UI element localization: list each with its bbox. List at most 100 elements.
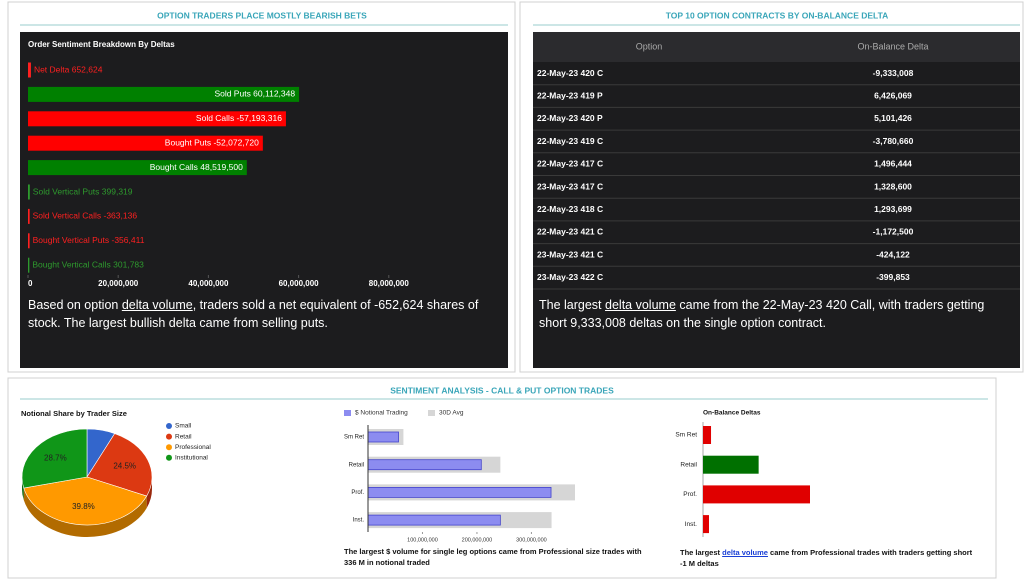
x-tick-label: 0 <box>28 279 33 288</box>
y-tick-label: Prof. <box>683 491 697 498</box>
cell: -424,122 <box>876 249 910 259</box>
bar <box>28 62 31 78</box>
cell: 1,328,600 <box>874 181 912 191</box>
legend-swatch <box>166 454 172 461</box>
bar <box>28 160 247 176</box>
cell: -9,333,008 <box>873 68 914 78</box>
cell: -1,172,500 <box>873 227 914 237</box>
bar <box>367 486 552 498</box>
pie-side <box>146 477 152 509</box>
bar <box>28 208 30 224</box>
legend-label: Professional <box>175 444 211 451</box>
cell: -399,853 <box>876 272 910 282</box>
legend-swatch <box>428 410 435 416</box>
pie-slice <box>23 476 148 526</box>
x-tick-label: 300,000,000 <box>516 537 547 543</box>
chart-title: Notional Share by Trader Size <box>21 409 127 418</box>
data-label: Sold Puts 60,112,348 <box>214 89 295 99</box>
x-tick-label: 20,000,000 <box>98 279 139 288</box>
cell: 1,496,444 <box>874 159 912 169</box>
pie-slice <box>21 428 88 489</box>
bar <box>28 257 30 273</box>
data-label: 39.8% <box>72 502 95 511</box>
link[interactable]: delta volume <box>121 298 193 312</box>
cell: 23-May-23 422 C <box>537 272 603 282</box>
bar <box>703 515 709 534</box>
y-tick-label: Retail <box>349 462 364 468</box>
bar <box>28 111 286 127</box>
caption: The largest $ volume for single leg opti… <box>344 547 642 567</box>
legend-swatch <box>166 433 172 440</box>
legend-label: $ Notional Trading <box>355 410 408 417</box>
legend-swatch <box>166 423 172 429</box>
y-tick-label: Sm Ret <box>344 435 364 441</box>
column-header: On-Balance Delta <box>857 41 928 51</box>
x-tick-label: 60,000,000 <box>279 279 320 288</box>
data-label: Net Delta 652,624 <box>34 64 103 74</box>
text: came from Professional trades with trade… <box>680 548 973 568</box>
x-tick-label: 40,000,000 <box>188 279 229 288</box>
bar <box>28 233 30 249</box>
bar <box>367 514 501 526</box>
cell: 22-May-23 419 P <box>537 90 603 100</box>
cell: -3,780,660 <box>873 136 914 146</box>
data-label: Sold Calls -57,193,316 <box>196 113 282 123</box>
text: , traders sold a net equivalent of -652,… <box>28 298 479 330</box>
panel <box>7 377 997 579</box>
chart-title: On-Balance Deltas <box>703 410 761 417</box>
x-tick-label: 100,000,000 <box>407 537 438 543</box>
panel-title: OPTION TRADERS PLACE MOSTLY BEARISH BETS <box>157 10 367 20</box>
bar <box>28 135 263 151</box>
text: came from the 22-May-23 420 Call, with t… <box>539 298 985 330</box>
text: Based on option <box>28 298 122 312</box>
x-tick-label: 80,000,000 <box>369 279 410 288</box>
cell: 22-May-23 417 C <box>537 159 603 169</box>
legend-label: Institutional <box>175 455 208 462</box>
table-header <box>533 32 1020 62</box>
link[interactable]: delta volume <box>605 298 676 312</box>
x-tick-label: 200,000,000 <box>462 537 493 543</box>
dark-box <box>533 32 1020 368</box>
data-label: Bought Vertical Puts -356,411 <box>33 235 145 245</box>
legend-label: Retail <box>175 433 192 440</box>
column-header: Option <box>636 41 663 51</box>
note: Based on option delta volume, traders so… <box>28 296 503 332</box>
cell: 23-May-23 421 C <box>537 249 603 259</box>
note: The largest delta volume came from the 2… <box>539 296 1009 332</box>
data-label: 28.7% <box>44 454 67 463</box>
legend-label: Small <box>175 423 192 430</box>
legend-swatch <box>344 410 351 416</box>
link[interactable]: delta volume <box>722 548 768 557</box>
data-label: Sold Vertical Calls -363,136 <box>33 211 138 221</box>
cell: 22-May-23 420 C <box>537 68 603 78</box>
cell: 22-May-23 418 C <box>537 204 603 214</box>
panel-title: TOP 10 OPTION CONTRACTS BY ON-BALANCE DE… <box>666 10 889 20</box>
legend-swatch <box>166 444 172 451</box>
y-tick-label: Inst. <box>685 521 697 528</box>
cell: 22-May-23 420 P <box>537 113 603 123</box>
data-label: 24.5% <box>113 462 136 471</box>
data-label: Bought Vertical Calls 301,783 <box>32 259 144 269</box>
legend-label: 30D Avg <box>439 410 464 417</box>
text: The largest <box>680 548 723 557</box>
y-tick-label: Sm Ret <box>675 432 697 439</box>
data-label: Bought Puts -52,072,720 <box>165 137 259 147</box>
text: The largest <box>539 298 606 312</box>
cell: 22-May-23 421 C <box>537 227 603 237</box>
cell: 1,293,699 <box>874 204 912 214</box>
bar <box>367 459 482 471</box>
bar <box>703 485 810 504</box>
cell: 22-May-23 419 C <box>537 136 603 146</box>
cell: 23-May-23 417 C <box>537 181 603 191</box>
cell: 6,426,069 <box>874 90 912 100</box>
pie-slice <box>86 433 153 497</box>
y-tick-label: Prof. <box>351 490 364 496</box>
bar <box>703 455 759 474</box>
pie-side <box>23 488 147 538</box>
bar <box>28 86 300 102</box>
panel-title: SENTIMENT ANALYSIS - CALL & PUT OPTION T… <box>390 385 614 395</box>
data-label: Bought Calls 48,519,500 <box>150 162 243 172</box>
chart-title: Order Sentiment Breakdown By Deltas <box>28 40 175 49</box>
